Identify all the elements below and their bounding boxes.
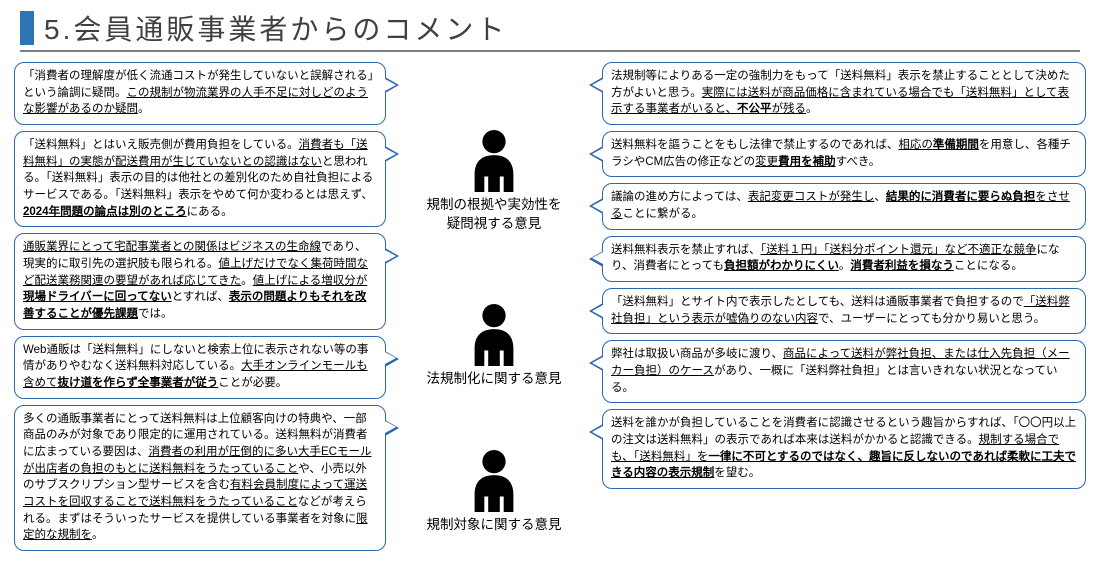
title-accent xyxy=(20,11,34,45)
category-label: 法規制化に関する意見 xyxy=(427,370,562,389)
comment-bubble: 「送料無料」とサイト内で表示したとしても、送料は通販事業者で負担するので「送料弊… xyxy=(602,288,1086,334)
comment-bubble: 議論の進め方によっては、表記変更コストが発生し、結果的に消費者に要らぬ負担をさせ… xyxy=(602,183,1086,229)
slide: 5.会員通販事業者からのコメント 「消費者の理解度が低く流通コストが発生していな… xyxy=(0,0,1100,588)
person-icon xyxy=(463,300,525,368)
category-label: 規制対象に関する意見 xyxy=(427,516,562,535)
comment-bubble: 「送料無料」とはいえ販売側が費用負担をしている。消費者も「送料無料」の実態が配送… xyxy=(14,131,386,227)
slide-title: 5.会員通販事業者からのコメント xyxy=(44,8,507,48)
category-label: 規制の根拠や実効性を疑問視する意見 xyxy=(427,196,562,234)
comment-bubble: 通販業界にとって宅配事業者との関係はビジネスの生命線であり、現実的に取引先の選択… xyxy=(14,233,386,329)
middle-column: 規制の根拠や実効性を疑問視する意見 法規制化に関する意見 規制対象に関する意見 xyxy=(400,62,588,580)
title-bar: 5.会員通販事業者からのコメント xyxy=(20,8,507,48)
comment-bubble: 法規制等によりある一定の強制力をもって「送料無料」表示を禁止することとして決めた… xyxy=(602,62,1086,125)
title-underline xyxy=(20,50,1080,52)
comment-bubble: 弊社は取扱い商品が多岐に渡り、商品によって送料が弊社負担、または仕入先負担（メー… xyxy=(602,340,1086,403)
comment-bubble: 送料を誰かが負担していることを消費者に認識させるという趣旨からすれば、「〇〇円以… xyxy=(602,409,1086,489)
comment-bubble: 送料無料を謳うことをもし法律で禁止するのであれば、相応の準備期間を用意し、各種チ… xyxy=(602,131,1086,177)
right-column: 法規制等によりある一定の強制力をもって「送料無料」表示を禁止することとして決めた… xyxy=(602,62,1086,580)
comment-bubble: 送料無料表示を禁止すれば、「送料１円」「送料分ポイント還元」など不適正な競争にな… xyxy=(602,236,1086,282)
person-icon xyxy=(463,126,525,194)
person-icon xyxy=(463,446,525,514)
comment-bubble: 「消費者の理解度が低く流通コストが発生していないと誤解される」という論調に疑問。… xyxy=(14,62,386,125)
comment-bubble: 多くの通販事業者にとって送料無料は上位顧客向けの特典や、一部商品のみが対象であり… xyxy=(14,405,386,551)
left-column: 「消費者の理解度が低く流通コストが発生していないと誤解される」という論調に疑問。… xyxy=(14,62,386,580)
category-block: 法規制化に関する意見 xyxy=(400,300,588,389)
comment-bubble: Web通販は「送料無料」にしないと検索上位に表示されない等の事情がありやむなく送… xyxy=(14,336,386,399)
category-block: 規制対象に関する意見 xyxy=(400,446,588,535)
category-block: 規制の根拠や実効性を疑問視する意見 xyxy=(400,126,588,234)
